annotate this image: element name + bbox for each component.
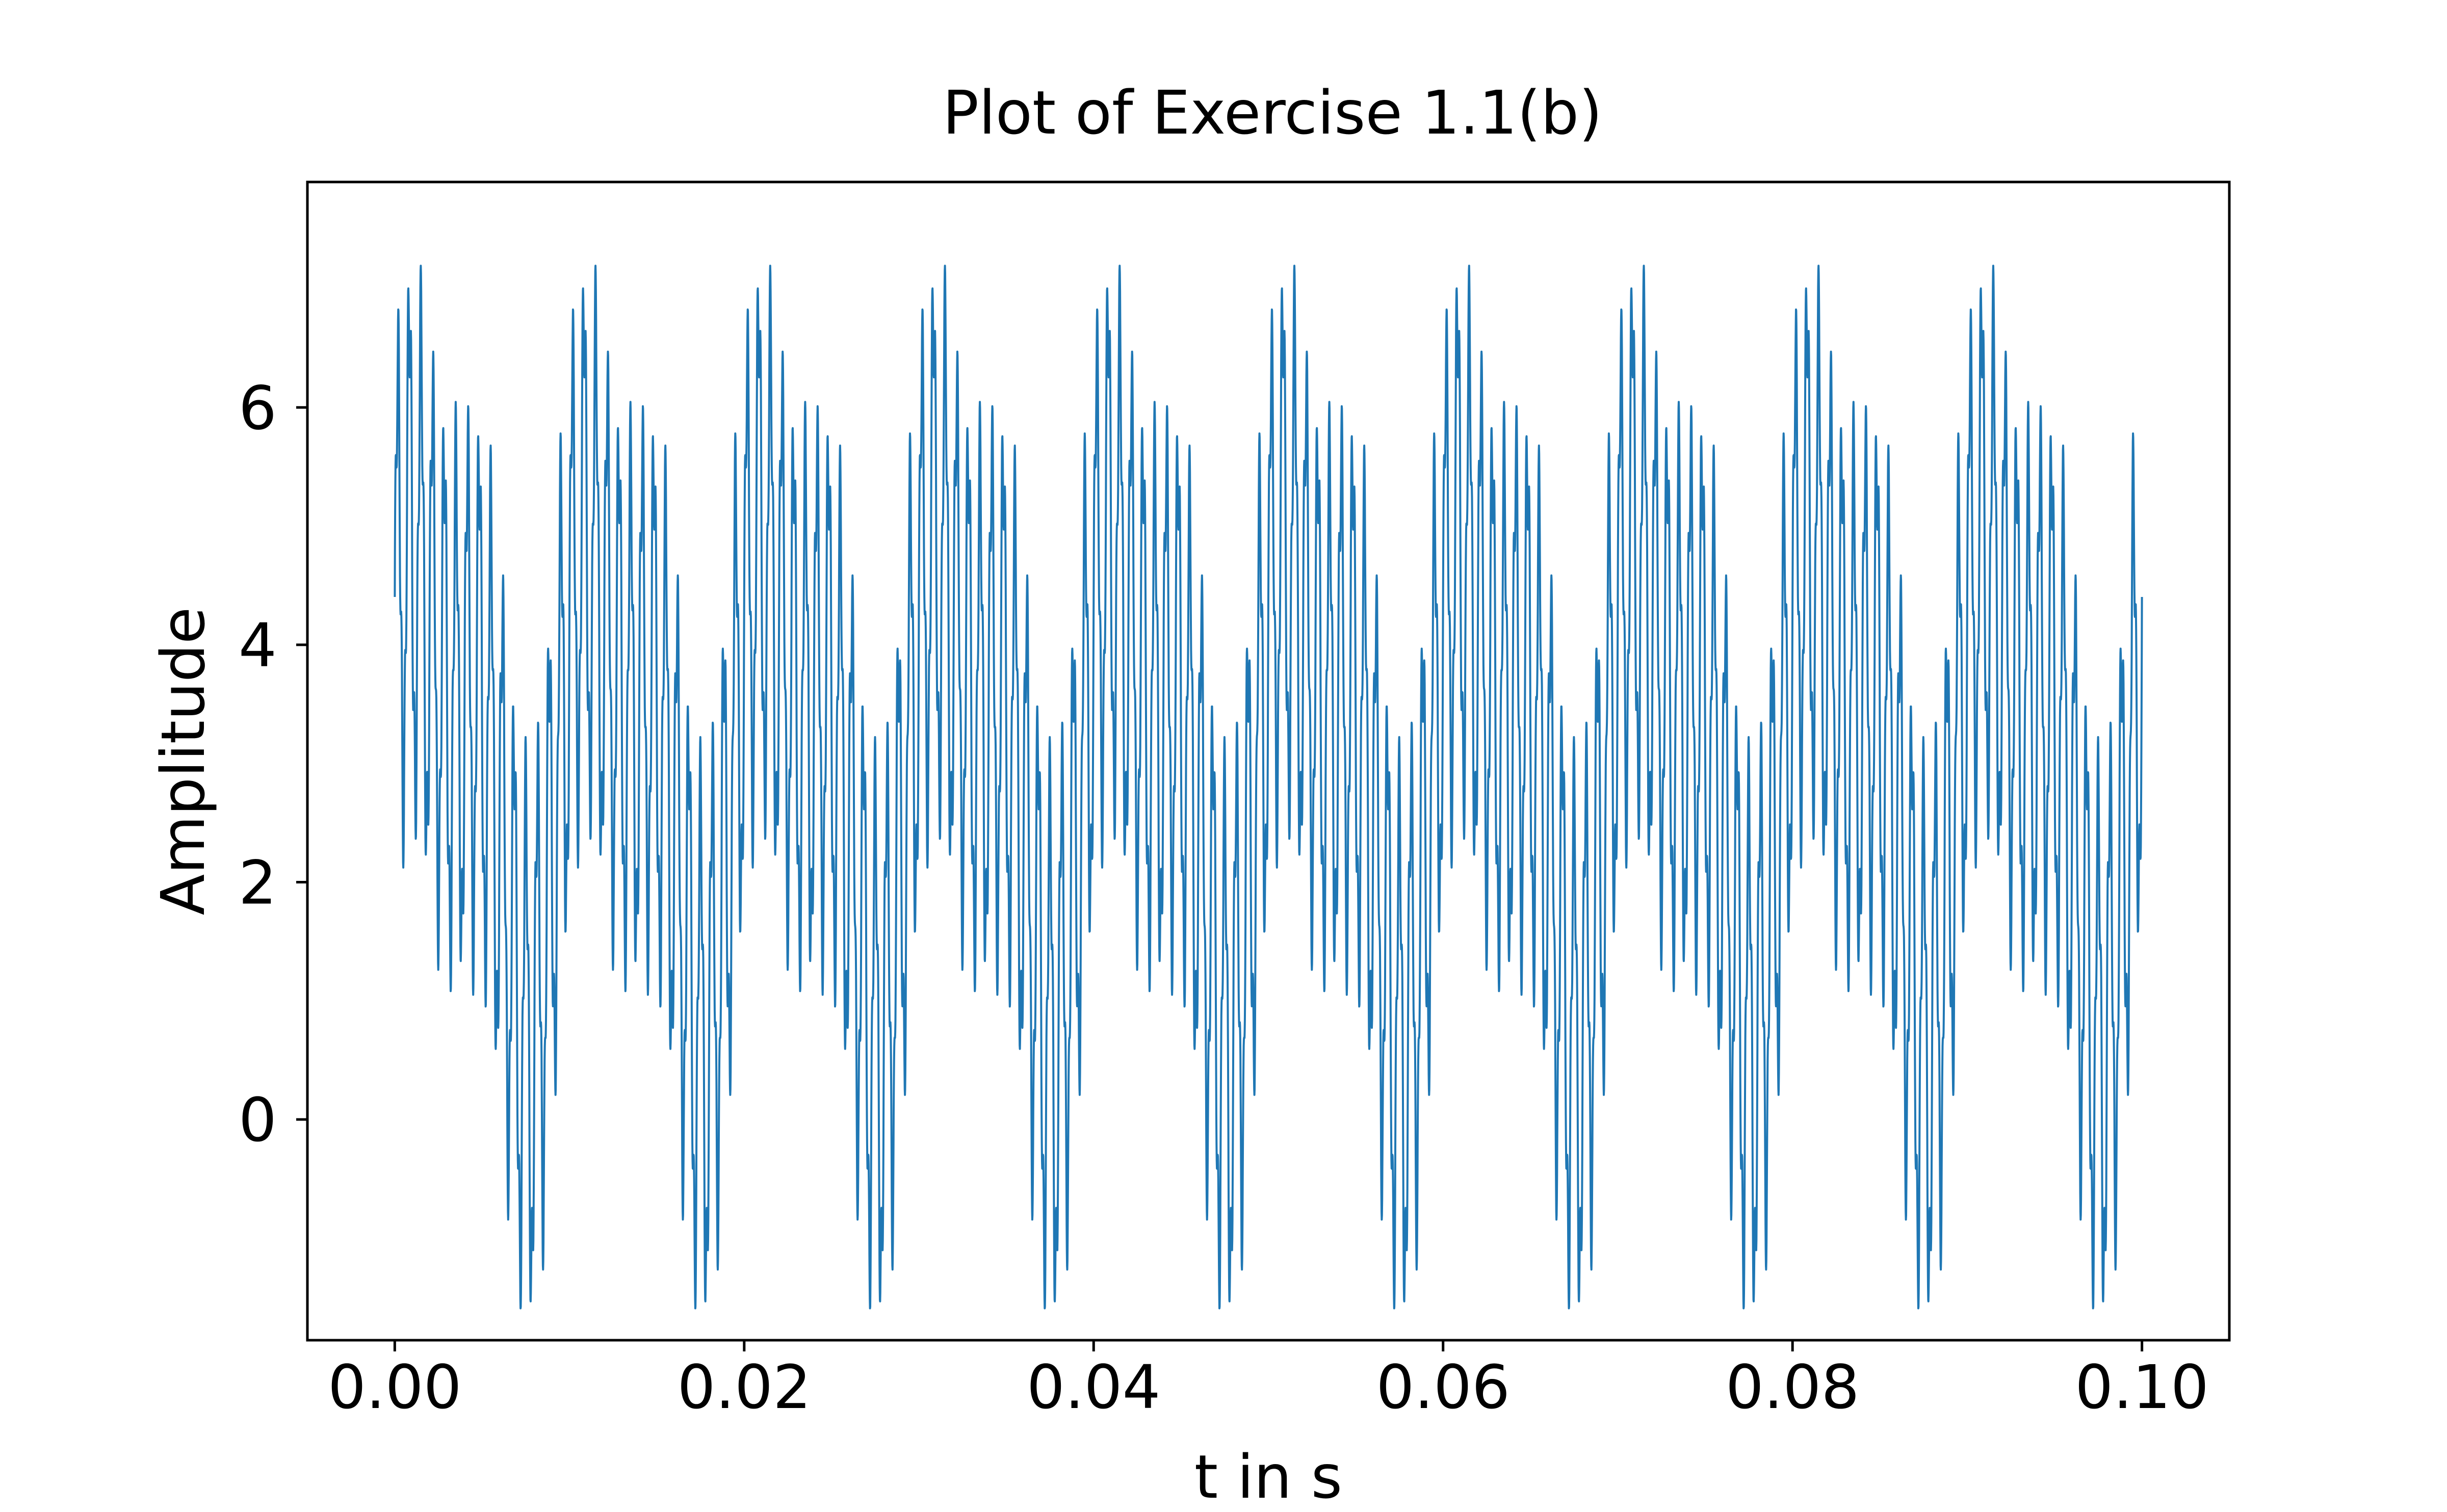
y-tick-label: 4 (239, 610, 277, 681)
signal-line (394, 265, 2143, 1310)
plot-area (306, 180, 2231, 1342)
x-tick-label: 0.08 (1726, 1352, 1860, 1422)
y-axis: 0 2 4 6 (239, 373, 307, 1155)
x-tick-label: 0.02 (677, 1352, 811, 1422)
y-tick-label: 2 (239, 847, 277, 918)
y-axis-label: Amplitude (148, 607, 218, 916)
x-tick-label: 0.00 (328, 1352, 462, 1422)
plot-frame (306, 180, 2231, 1342)
x-tick-label: 0.10 (2075, 1352, 2209, 1422)
y-tick-label: 0 (239, 1085, 277, 1155)
series-layer (394, 265, 2143, 1310)
x-axis: 0.00 0.02 0.04 0.06 0.08 0.10 (328, 1340, 2209, 1422)
y-tick-label: 6 (239, 373, 277, 443)
x-axis-label: t in s (1194, 1442, 1342, 1512)
x-tick-label: 0.06 (1376, 1352, 1510, 1422)
x-tick-label: 0.04 (1027, 1352, 1161, 1422)
chart-title: Plot of Exercise 1.1(b) (943, 77, 1602, 148)
